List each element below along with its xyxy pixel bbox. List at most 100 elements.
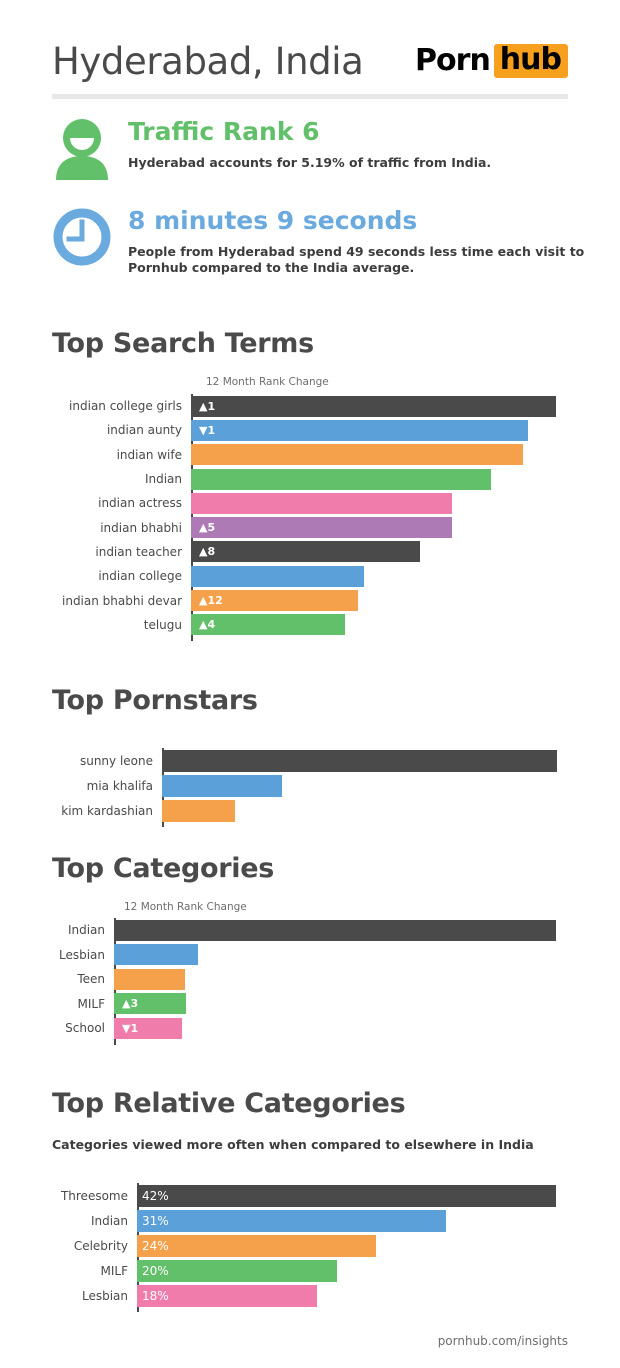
chart-bar[interactable] [191,492,452,514]
footer-link[interactable]: pornhub.com/insights [437,1334,568,1348]
chart-row-label: MILF [100,1263,128,1278]
chart-row-label: MILF [77,996,105,1011]
chart-top-relative-categories: Threesome 42% Indian 31% Celebrity 24% MILF 20%… [0,1183,556,1312]
chart-row[interactable]: Indian [0,918,556,943]
chart-bar[interactable]: 31% [137,1209,446,1232]
chart-bar[interactable] [114,944,198,966]
section-title-search-terms: Top Search Terms [52,328,314,359]
stat-time-headline: 8 minutes 9 seconds [128,206,418,235]
header-divider [52,94,568,99]
chart-row-label: indian actress [98,496,182,511]
chart-row[interactable]: MILF 20% [0,1258,556,1283]
chart-bar[interactable]: ▼1 [191,419,528,441]
chart-bar[interactable] [191,444,523,466]
chart-top-search-terms: indian college girls ▲1 indian aunty ▼1 indi… [0,394,556,641]
chart-row-label: telugu [143,617,182,632]
chart-bar[interactable] [114,919,556,941]
chart-row[interactable]: indian wife [0,443,556,467]
chart-row-label: kim kardashian [61,803,153,818]
person-icon [52,118,116,184]
logo-text-hub: hub [493,44,568,78]
page-title: Hyderabad, India [52,39,364,83]
chart-bar[interactable] [191,565,364,587]
chart-bar[interactable] [162,749,557,772]
chart-bar[interactable]: ▼1 [114,1017,182,1039]
chart-row[interactable]: Celebrity 24% [0,1233,556,1258]
chart-row[interactable]: indian bhabhi ▲5 [0,515,556,539]
chart-bar[interactable]: ▲12 [191,590,358,612]
chart-row-label: indian aunty [106,423,182,438]
chart-row[interactable]: Indian [0,467,556,491]
chart-bar[interactable]: 20% [137,1259,337,1282]
stat-time-on-site: 8 minutes 9 seconds People from Hyderaba… [52,207,620,277]
chart-row[interactable]: Indian 31% [0,1208,556,1233]
chart-row[interactable]: telugu ▲4 [0,613,556,637]
chart-row[interactable]: Lesbian [0,943,556,968]
chart-row-label: mia khalifa [86,778,153,793]
chart-bar-value-label: 20% [142,1263,169,1278]
chart-row[interactable]: Lesbian 18% [0,1283,556,1308]
section-title-relative-categories: Top Relative Categories [52,1088,406,1119]
chart-row[interactable]: indian actress [0,491,556,515]
chart-row-label: indian teacher [95,544,182,559]
chart-row[interactable]: School ▼1 [0,1016,556,1041]
rank-change-down-indicator: ▼1 [122,1021,139,1035]
chart-bar[interactable]: ▲3 [114,993,186,1015]
chart-bar[interactable]: ▲5 [191,517,452,539]
stat-time-description: People from Hyderabad spend 49 seconds l… [128,243,585,276]
chart-bar-value-label: 31% [142,1213,169,1228]
chart-row[interactable]: indian aunty ▼1 [0,418,556,442]
chart-row[interactable]: indian college girls ▲1 [0,394,556,418]
chart-row-label: indian bhabhi devar [62,593,182,608]
chart-bar[interactable] [162,799,235,822]
chart-note-search-terms: 12 Month Rank Change [206,376,329,388]
stat-time-body: 8 minutes 9 seconds People from Hyderaba… [116,207,620,277]
chart-row-label: Indian [144,472,182,487]
logo-text-porn: Porn [415,43,491,78]
chart-bar[interactable]: 42% [137,1184,556,1207]
chart-row[interactable]: sunny leone [0,748,557,773]
rank-change-down-indicator: ▼1 [199,423,216,437]
rank-change-up-indicator: ▲3 [122,997,139,1011]
stat-traffic-headline: Traffic Rank 6 [128,117,320,146]
chart-row-label: Indian [67,923,105,938]
chart-row[interactable]: Teen [0,967,556,992]
chart-row[interactable]: indian teacher ▲8 [0,540,556,564]
chart-bar[interactable]: ▲8 [191,541,420,563]
chart-row[interactable]: kim kardashian [0,798,557,823]
chart-row[interactable]: Threesome 42% [0,1183,556,1208]
page-header: Hyderabad, India Porn hub [52,26,568,96]
chart-row[interactable]: MILF ▲3 [0,992,556,1017]
chart-top-pornstars: sunny leone mia khalifa kim kardashian [0,748,557,827]
stat-traffic-rank: Traffic Rank 6 Hyderabad accounts for 5.… [52,118,491,184]
chart-bar[interactable]: 18% [137,1284,317,1307]
rank-change-up-indicator: ▲5 [199,521,216,535]
chart-row-label: indian wife [116,447,182,462]
rank-change-up-indicator: ▲8 [199,545,216,559]
chart-row-label: indian college [98,569,182,584]
chart-bar[interactable] [191,468,491,490]
section-title-pornstars: Top Pornstars [52,685,258,716]
chart-row-label: indian bhabhi [100,520,182,535]
chart-bar[interactable] [114,968,185,990]
chart-top-categories: Indian Lesbian Teen MILF ▲3 School ▼1 [0,918,556,1045]
chart-bar[interactable]: 24% [137,1234,376,1257]
chart-row-label: Lesbian [81,1288,128,1303]
rank-change-up-indicator: ▲1 [199,399,216,413]
chart-row[interactable]: mia khalifa [0,773,557,798]
chart-bar[interactable] [162,774,282,797]
pornhub-logo: Porn hub [415,44,568,78]
chart-row[interactable]: indian college [0,564,556,588]
chart-note-categories: 12 Month Rank Change [124,901,247,913]
chart-bar[interactable]: ▲4 [191,614,345,636]
chart-row-label: indian college girls [69,399,182,414]
chart-row[interactable]: indian bhabhi devar ▲12 [0,588,556,612]
chart-row-label: sunny leone [79,753,153,768]
section-title-categories: Top Categories [52,853,274,884]
rank-change-up-indicator: ▲12 [199,594,223,608]
chart-bar-value-label: 24% [142,1238,169,1253]
stat-traffic-description: Hyderabad accounts for 5.19% of traffic … [128,154,492,170]
stat-traffic-body: Traffic Rank 6 Hyderabad accounts for 5.… [116,118,491,184]
chart-row-label: Threesome [60,1188,128,1203]
chart-bar[interactable]: ▲1 [191,395,556,417]
